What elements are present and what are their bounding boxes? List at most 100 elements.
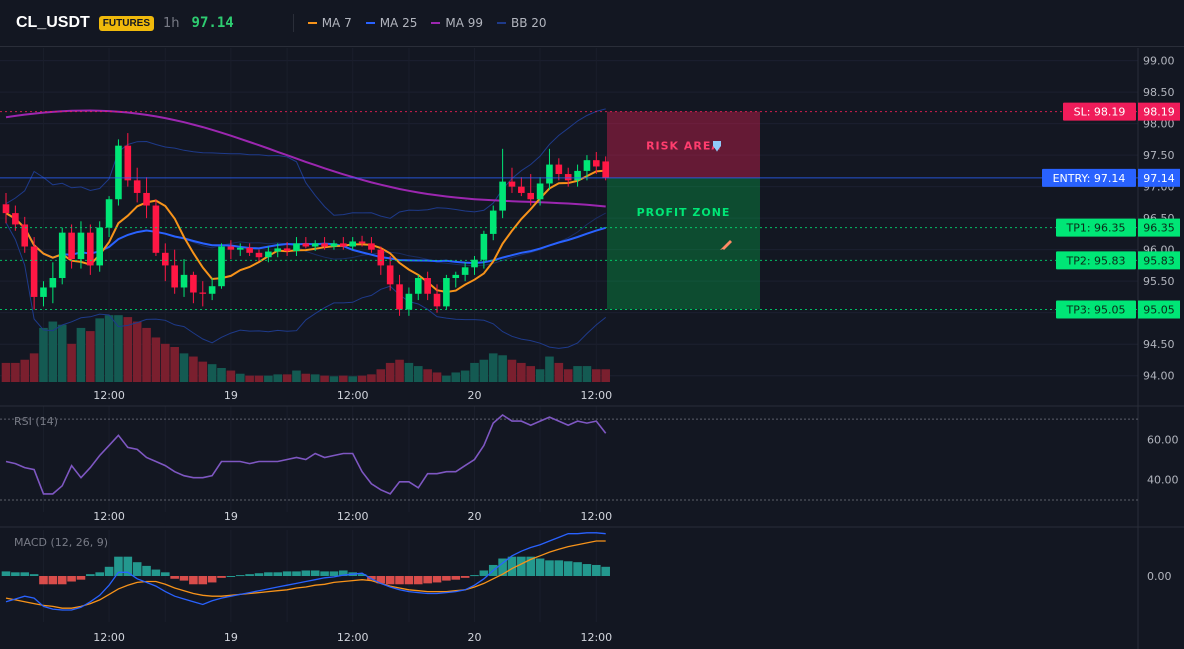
candle-body: [161, 252, 169, 266]
macd-histogram-bar: [11, 572, 20, 576]
candle-body: [386, 265, 394, 285]
level-tag: [1056, 300, 1136, 319]
volume-bar: [114, 315, 123, 382]
legend-ma25[interactable]: MA 25: [365, 16, 417, 30]
macd-histogram-bar: [114, 556, 123, 576]
candle-body: [321, 243, 328, 247]
level-tag-label: TP2: 95.83: [1065, 254, 1125, 267]
macd-histogram-bar: [507, 556, 517, 576]
volume-bar: [132, 321, 142, 382]
macd-histogram-bar: [413, 576, 423, 585]
volume-bar: [488, 353, 498, 382]
candle-body: [293, 243, 300, 251]
candle-body: [536, 183, 544, 200]
legend-bb20[interactable]: BB 20: [497, 16, 547, 30]
volume-bar: [460, 370, 470, 382]
macd-histogram-bar: [76, 576, 86, 580]
rsi-line: [5, 414, 607, 495]
macd-histogram-bar: [95, 572, 104, 576]
time-axis-label: 19: [224, 510, 238, 523]
volume-bar: [48, 321, 58, 382]
time-axis-label: 12:00: [93, 510, 125, 523]
macd-histogram-bar: [29, 574, 39, 576]
candle-body: [527, 192, 535, 200]
legend-ma7[interactable]: MA 7: [307, 16, 352, 30]
volume-bar: [432, 372, 442, 382]
volume-bar: [545, 356, 554, 382]
macd-histogram-bar: [57, 576, 67, 585]
macd-histogram-bar: [67, 576, 76, 582]
macd-signal-line: [5, 540, 606, 609]
volume-bar: [170, 347, 179, 382]
volume-bar: [226, 370, 236, 382]
macd-line: [5, 532, 606, 611]
volume-bar: [526, 366, 536, 382]
level-axis-value: 95.83: [1143, 254, 1175, 267]
candle-body: [358, 241, 366, 244]
level-tag: [1042, 168, 1136, 187]
candle-body: [499, 181, 506, 211]
macd-histogram-bar: [254, 573, 264, 576]
volume-bar: [57, 324, 67, 382]
macd-histogram-bar: [142, 565, 151, 576]
legend-bb20-label: BB 20: [511, 16, 547, 30]
price-axis-label: 98.50: [1143, 86, 1175, 99]
candle-body: [152, 205, 160, 253]
time-axis-label: 12:00: [580, 631, 612, 644]
macd-histogram-bar: [245, 574, 254, 576]
time-axis-label: 12:00: [580, 510, 612, 523]
level-tag: [1056, 251, 1136, 270]
time-axis-label: 12:00: [337, 389, 369, 402]
candle-body: [368, 243, 375, 250]
macd-histogram-bar: [339, 570, 348, 576]
macd-axis-label: 0.00: [1147, 570, 1172, 583]
macd-histogram-bar: [573, 562, 582, 576]
candle-body: [21, 224, 29, 247]
macd-histogram-bar: [273, 572, 283, 576]
symbol-title[interactable]: CL_USDT: [16, 14, 90, 31]
level-axis-tag: [1138, 300, 1180, 319]
level-axis-value: 96.35: [1143, 222, 1175, 235]
volume-bar: [498, 355, 507, 382]
candle-body: [574, 170, 581, 181]
macd-histogram-bar: [517, 556, 526, 576]
candle-body: [283, 248, 291, 251]
volume-bar: [479, 359, 489, 382]
last-price: 97.14: [191, 15, 234, 31]
candle-body: [96, 227, 103, 266]
macd-histogram-bar: [151, 569, 161, 576]
candle-body: [311, 243, 319, 247]
macd-histogram-bar: [526, 556, 536, 576]
level-axis-tag: [1138, 251, 1180, 270]
time-axis-label: 20: [468, 389, 482, 402]
candle-body: [518, 186, 525, 193]
volume-bar: [189, 356, 198, 382]
level-axis-value: 98.19: [1143, 106, 1175, 119]
candle-body: [443, 278, 450, 307]
candle-body: [208, 286, 216, 294]
macd-histogram-bar: [48, 576, 58, 585]
ma25-swatch: [365, 22, 375, 24]
level-tag-label: ENTRY: 97.14: [1053, 172, 1126, 185]
legend-ma99-label: MA 99: [445, 16, 484, 30]
volume-bar: [11, 362, 20, 382]
macd-histogram-bar: [226, 576, 236, 577]
macd-histogram-bar: [320, 571, 329, 576]
volume-bar: [142, 327, 151, 382]
timeframe-selector[interactable]: 1h: [163, 15, 180, 31]
price-axis-label: 94.00: [1143, 370, 1175, 383]
volume-bar: [348, 376, 357, 382]
candle-body: [461, 267, 469, 275]
legend-ma7-label: MA 7: [321, 16, 352, 30]
ma7-line: [5, 169, 606, 294]
volume-bar: [385, 362, 395, 382]
candle-body: [340, 243, 347, 247]
legend-ma99[interactable]: MA 99: [431, 16, 483, 30]
candle-body: [265, 251, 272, 258]
header-bar: CL_USDT FUTURES 1h 97.14 MA 7 MA 25 MA 9…: [0, 0, 1184, 47]
candle-body: [302, 243, 310, 247]
candle-body: [246, 247, 253, 253]
macd-histogram-bar: [367, 576, 376, 580]
macd-histogram-bar: [170, 576, 179, 579]
